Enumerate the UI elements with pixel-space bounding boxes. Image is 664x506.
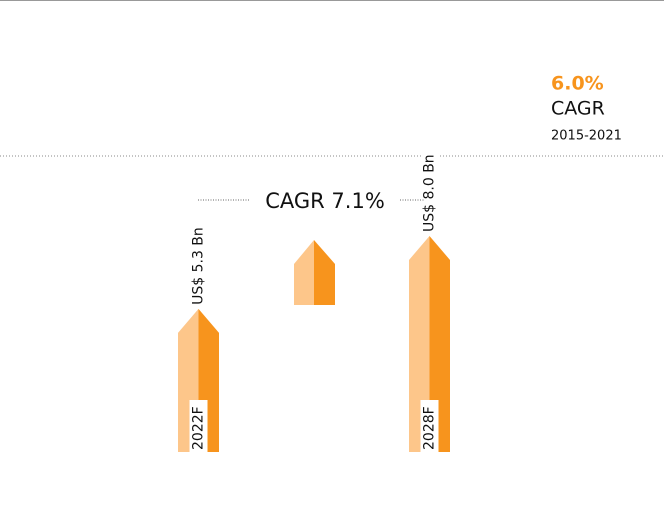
category-bg: [420, 400, 439, 452]
side-period: 2015-2021: [551, 129, 622, 144]
side-value: 6.0%: [551, 73, 604, 95]
cagr-annotation: CAGR 7.1%: [265, 189, 385, 213]
category-label: 2022F: [191, 406, 207, 450]
decor-arrow: [294, 240, 314, 305]
side-label: CAGR: [551, 98, 605, 120]
decor-arrow: [314, 240, 335, 305]
bar-dark: [429, 236, 450, 452]
value-label: US$ 8.0 Bn: [422, 154, 438, 232]
bar-light: [409, 236, 430, 452]
value-label: US$ 5.3 Bn: [191, 227, 207, 305]
category-bg: [189, 400, 208, 452]
category-label: 2028F: [422, 406, 438, 450]
